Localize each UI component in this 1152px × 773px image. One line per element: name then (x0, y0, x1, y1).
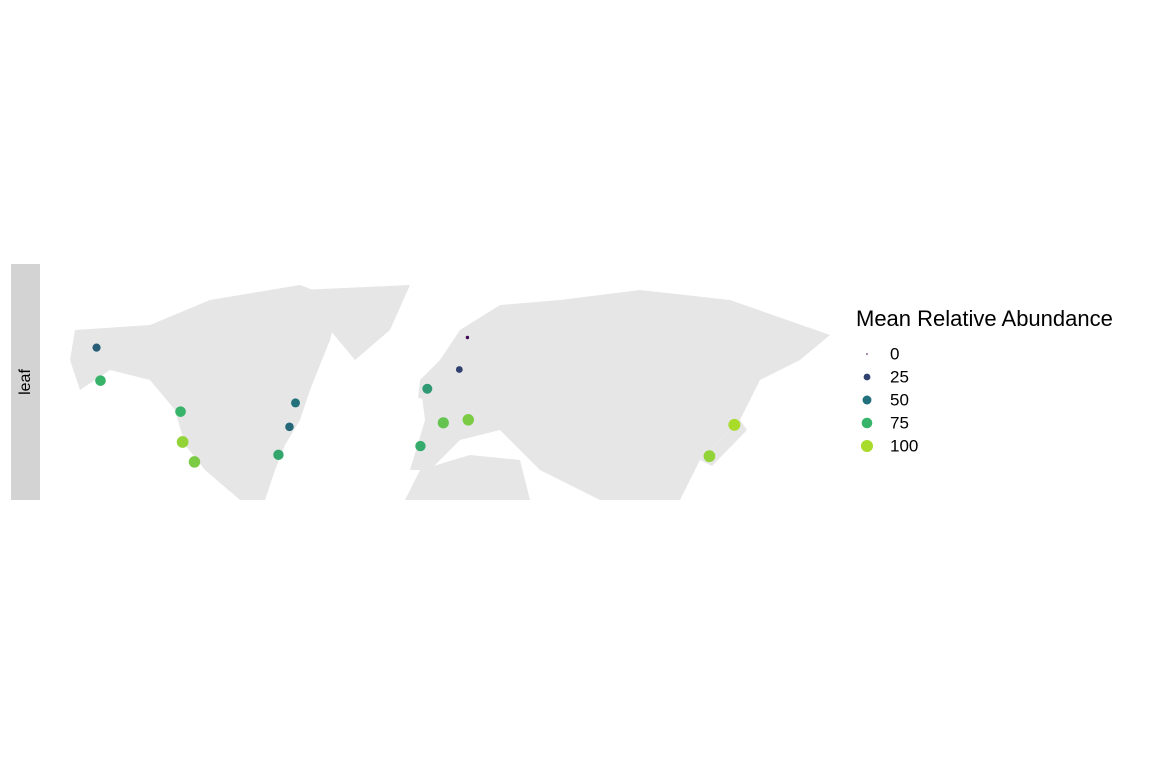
points (92, 335, 741, 468)
site-point (422, 383, 433, 394)
legend-key (862, 395, 872, 405)
site-point (437, 417, 449, 429)
site-point (188, 456, 201, 468)
site-point (465, 335, 470, 340)
site-point (95, 375, 106, 386)
basemap (70, 285, 830, 500)
site-point (703, 450, 716, 463)
site-point (455, 366, 463, 373)
legend-key (866, 353, 868, 355)
facet-strip (11, 264, 40, 500)
legend-label: 50 (890, 390, 909, 409)
legend-label: 75 (890, 413, 909, 432)
legend-key (861, 440, 873, 452)
facet-label: leaf (17, 369, 34, 395)
site-point (285, 422, 294, 432)
legend: 0 25 50 75 100 (861, 344, 918, 455)
site-point (291, 398, 300, 408)
site-point (415, 440, 426, 452)
legend-label: 25 (890, 367, 909, 386)
legend-label: 100 (890, 436, 918, 455)
site-point (176, 436, 189, 448)
site-point (92, 343, 101, 352)
site-point (462, 414, 474, 426)
legend-label: 0 (890, 344, 899, 363)
site-point (728, 418, 741, 431)
site-point (175, 406, 186, 417)
legend-title: Mean Relative Abundance (856, 306, 1113, 331)
legend-key (861, 417, 873, 429)
site-point (273, 449, 284, 460)
legend-key (863, 373, 871, 381)
